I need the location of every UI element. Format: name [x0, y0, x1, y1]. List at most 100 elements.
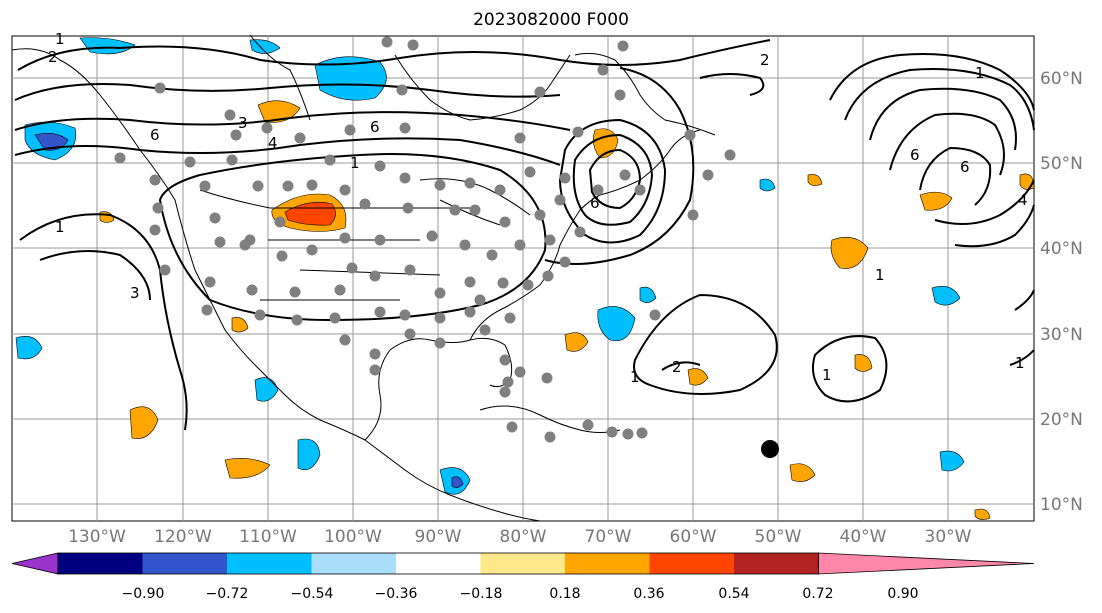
station-dot [479, 324, 491, 336]
station-dot [449, 204, 461, 216]
coastlines [11, 34, 716, 522]
station-dot [114, 152, 126, 164]
station-dot [499, 216, 511, 228]
contour-label: 4 [268, 134, 278, 152]
lon-label: 60°W [670, 527, 717, 547]
contour-label: 1 [55, 30, 65, 48]
station-dot [329, 312, 341, 324]
station-dot [399, 122, 411, 134]
contour-label: 1 [875, 266, 885, 284]
contour-lines [14, 39, 1035, 431]
station-dot [339, 334, 351, 346]
colorbar-segment [396, 553, 481, 574]
colorbar [11, 552, 1035, 575]
lat-label: 60°N [1040, 69, 1083, 89]
lon-label: 90°W [415, 527, 462, 547]
lon-label: 110°W [239, 527, 297, 547]
station-dot [514, 366, 526, 378]
station-dot [434, 312, 446, 324]
colorbar-tick-label: −0.18 [460, 586, 503, 602]
station-dot [334, 284, 346, 296]
graticule [12, 36, 1034, 521]
contour-label: 1 [822, 366, 832, 384]
contour-label: 6 [150, 126, 160, 144]
station-dot [214, 236, 226, 248]
station-dot [514, 239, 526, 251]
station-dot [534, 86, 546, 98]
station-dot [622, 428, 634, 440]
contour-label: 6 [370, 118, 380, 136]
station-dot [374, 160, 386, 172]
station-dot [617, 40, 629, 52]
station-dot [374, 306, 386, 318]
station-dot [506, 421, 518, 433]
colorbar-extension-high [818, 552, 1035, 575]
station-dot [474, 294, 486, 306]
lat-label: 30°N [1040, 325, 1083, 345]
colorbar-tick-label: 0.54 [718, 586, 749, 602]
station-dot [404, 328, 416, 340]
station-dot [497, 277, 509, 289]
station-dot [606, 426, 618, 438]
colorbar-tick-label: −0.36 [375, 586, 418, 602]
station-dot [369, 364, 381, 376]
station-dot [339, 184, 351, 196]
colorbar-tick-label: −0.54 [291, 586, 334, 602]
station-dot [184, 156, 196, 168]
colorbar-tick-label: 0.72 [802, 586, 833, 602]
contour-label: 3 [130, 284, 140, 302]
colorbar-tick-label: 0.90 [887, 586, 918, 602]
station-dot [159, 264, 171, 276]
station-dot [614, 89, 626, 101]
colorbar-tick-labels: −0.90 −0.72 −0.54 −0.36 −0.18 0.18 0.36 … [122, 586, 919, 602]
station-dot [276, 250, 288, 262]
lon-label: 80°W [500, 527, 547, 547]
station-dot [230, 129, 242, 141]
contour-label: 4 [1018, 191, 1028, 209]
contour-label: 1 [350, 154, 360, 172]
station-dot [404, 264, 416, 276]
contour-label: 6 [960, 158, 970, 176]
longitude-labels: 130°W 120°W 110°W 100°W 90°W 80°W 70°W 6… [68, 527, 972, 547]
lon-label: 40°W [840, 527, 887, 547]
station-dot [149, 174, 161, 186]
station-dot [486, 249, 498, 261]
contour-label: 1 [975, 64, 985, 82]
contour-label: 1 [1015, 354, 1025, 372]
filled-circle-icon [761, 440, 779, 458]
station-dot [346, 262, 358, 274]
station-dot [152, 202, 164, 214]
station-dot [559, 256, 571, 268]
latitude-labels: 60°N 50°N 40°N 30°N 20°N 10°N [1040, 69, 1083, 515]
station-dot [534, 209, 546, 221]
station-dot [381, 36, 393, 48]
station-dot [636, 427, 648, 439]
station-dot [239, 239, 251, 251]
station-dot [226, 154, 238, 166]
lon-label: 130°W [68, 527, 126, 547]
station-dot [407, 39, 419, 51]
station-dot [396, 84, 408, 96]
lon-label: 30°W [925, 527, 972, 547]
station-dot [554, 194, 566, 206]
lon-label: 100°W [324, 527, 382, 547]
colorbar-tick-label: −0.90 [122, 586, 165, 602]
station-dot [499, 354, 511, 366]
lon-label: 70°W [585, 527, 632, 547]
station-dot [339, 232, 351, 244]
station-dot [426, 230, 438, 242]
station-dot [522, 279, 534, 291]
station-dot [209, 212, 221, 224]
station-dot [344, 124, 356, 136]
lon-label: 50°W [755, 527, 802, 547]
station-dot [399, 172, 411, 184]
station-dot [687, 209, 699, 221]
station-dot [524, 166, 536, 178]
station-dot [246, 284, 258, 296]
station-dot [434, 287, 446, 299]
lon-label: 120°W [154, 527, 212, 547]
map-title: 2023082000 F000 [473, 10, 629, 30]
station-dot [574, 226, 586, 238]
station-dot [541, 372, 553, 384]
